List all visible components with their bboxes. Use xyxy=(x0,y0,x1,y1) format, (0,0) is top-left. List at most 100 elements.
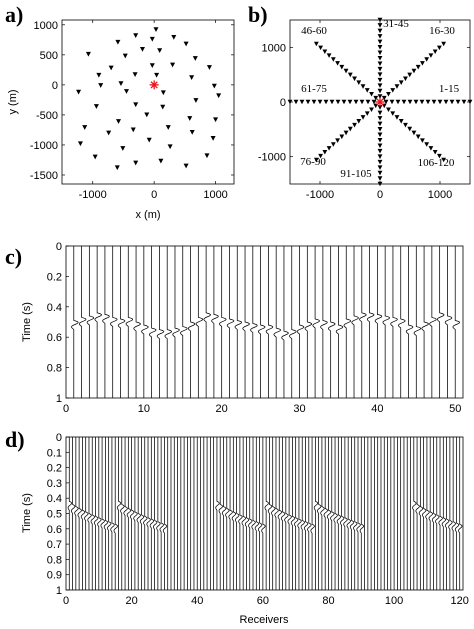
seismic-trace xyxy=(195,246,204,398)
receiver-marker xyxy=(403,122,408,128)
panel-a-xlabel: x (m) xyxy=(135,209,160,221)
seismic-trace xyxy=(281,246,289,398)
x-tick-label: 100 xyxy=(385,595,403,607)
seismic-trace xyxy=(349,437,355,590)
receiver-marker xyxy=(377,77,383,83)
y-tick-label: 0 xyxy=(56,432,62,444)
seismic-trace xyxy=(218,437,223,590)
x-tick-label: 0 xyxy=(63,595,69,607)
receiver-marker xyxy=(356,80,362,85)
y-tick-label: 0.4 xyxy=(47,493,62,505)
receiver-marker xyxy=(425,99,431,105)
y-tick-label: -1000 xyxy=(258,152,286,164)
receiver-marker xyxy=(467,99,473,105)
seismic-trace xyxy=(254,437,260,590)
panel-d-plot-frame xyxy=(65,436,464,591)
seismic-trace xyxy=(335,246,344,398)
receiver-marker xyxy=(287,99,293,105)
y-tick-label: 0.8 xyxy=(47,554,62,566)
receiver-marker xyxy=(394,84,400,89)
receiver-marker xyxy=(326,53,332,58)
seismic-trace xyxy=(273,246,281,398)
receiver-marker xyxy=(441,157,447,163)
panel-a: a) -1000 0 1000 1000 500 0 -500 -1000 -1500 x (m… xyxy=(5,2,235,221)
seismic-trace xyxy=(390,246,398,398)
receiver-marker xyxy=(411,130,417,136)
receiver-marker xyxy=(360,115,366,120)
seismic-trace xyxy=(330,437,335,590)
seismic-trace xyxy=(445,437,450,590)
receiver-marker xyxy=(377,34,383,39)
seismic-trace xyxy=(231,437,237,590)
seismic-trace xyxy=(117,246,126,398)
receiver-marker xyxy=(428,53,434,58)
seismic-trace xyxy=(116,437,122,590)
seismic-trace xyxy=(226,246,235,398)
receiver-marker xyxy=(165,125,171,130)
x-tick-label: 20 xyxy=(125,595,137,607)
receiver-marker xyxy=(347,72,353,78)
seismic-trace xyxy=(307,437,312,590)
receiver-marker xyxy=(377,127,383,132)
receiver-marker xyxy=(160,104,166,110)
seismic-trace xyxy=(77,437,82,590)
receiver-marker xyxy=(335,61,340,66)
seismic-trace xyxy=(125,246,134,398)
receiver-marker xyxy=(93,104,99,109)
seismic-trace xyxy=(235,437,240,590)
receiver-marker xyxy=(420,61,425,66)
seismic-trace xyxy=(284,437,289,590)
panel-b-group-labels: 1-15 16-30 31-45 46-60 61-75 76-90 91-105 106-1… xyxy=(300,18,459,180)
panel-a-label: a) xyxy=(5,2,23,27)
seismic-trace xyxy=(264,437,269,590)
receiver-marker xyxy=(353,99,359,105)
seismic-trace xyxy=(110,246,118,398)
receiver-marker xyxy=(377,170,383,176)
receiver-marker xyxy=(432,49,438,55)
seismic-trace xyxy=(333,437,338,590)
x-tick-label: 60 xyxy=(257,595,269,607)
seismic-trace xyxy=(320,437,325,590)
receiver-marker xyxy=(216,93,222,99)
seismic-trace xyxy=(141,246,149,398)
seismic-trace xyxy=(353,437,358,590)
seismic-trace xyxy=(312,246,320,398)
panel-a-ylabel: y (m) xyxy=(7,89,19,114)
seismic-trace xyxy=(289,246,297,398)
seismic-trace xyxy=(412,437,417,590)
y-tick-label: 1000 xyxy=(262,42,286,54)
seismic-trace xyxy=(219,246,227,398)
seismic-trace xyxy=(84,437,89,590)
receiver-marker xyxy=(341,99,347,105)
seismic-trace xyxy=(153,437,158,590)
receiver-marker xyxy=(407,126,413,132)
receiver-marker xyxy=(443,99,449,105)
receiver-marker xyxy=(92,154,98,160)
receiver-marker xyxy=(390,88,396,93)
group-label: 1-15 xyxy=(439,83,460,95)
y-tick-label: 0.2 xyxy=(47,463,62,475)
receiver-marker xyxy=(213,117,219,123)
receiver-marker xyxy=(154,72,160,78)
group-label: 31-45 xyxy=(383,18,409,30)
receiver-marker xyxy=(364,111,370,116)
seismic-trace xyxy=(71,246,79,398)
seismic-trace xyxy=(441,437,447,590)
receiver-marker xyxy=(377,83,383,88)
receiver-marker xyxy=(133,33,139,38)
y-tick-label: 0.7 xyxy=(47,539,62,551)
receiver-marker xyxy=(356,119,362,124)
receiver-marker xyxy=(313,157,319,163)
receiver-marker xyxy=(381,95,387,101)
receiver-marker xyxy=(377,159,383,165)
seismic-trace xyxy=(180,246,188,398)
seismic-trace xyxy=(248,437,253,590)
y-tick-label: -1500 xyxy=(30,170,58,182)
group-label: 91-105 xyxy=(340,168,372,180)
panel-d-traces xyxy=(67,437,463,590)
seismic-trace xyxy=(458,437,463,590)
seismic-trace xyxy=(287,437,292,590)
receiver-marker xyxy=(343,68,349,74)
y-tick-label: 1 xyxy=(56,585,62,597)
receiver-marker xyxy=(171,35,177,40)
